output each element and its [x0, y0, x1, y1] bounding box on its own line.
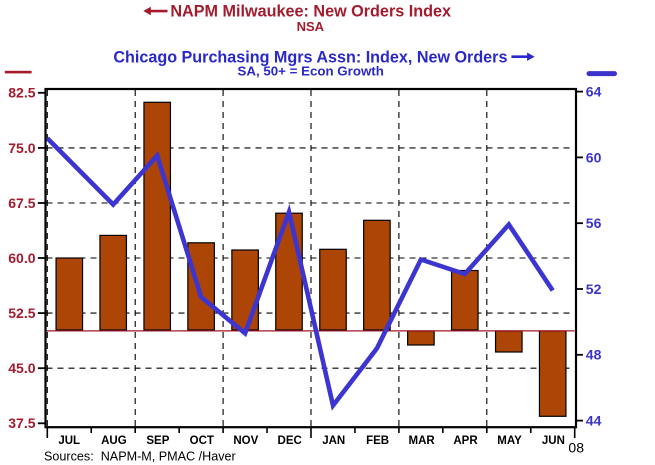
svg-text:37.5: 37.5 [8, 415, 35, 431]
svg-text:JAN: JAN [322, 435, 345, 447]
svg-text:FEB: FEB [366, 435, 389, 447]
svg-text:60.0: 60.0 [8, 250, 35, 266]
svg-text:67.5: 67.5 [8, 195, 35, 211]
svg-text:52.5: 52.5 [8, 305, 35, 321]
svg-text:AUG: AUG [101, 435, 127, 447]
svg-text:82.5: 82.5 [8, 85, 35, 101]
svg-text:NOV: NOV [233, 435, 258, 447]
svg-text:MAY: MAY [497, 435, 522, 447]
svg-text:64: 64 [586, 84, 602, 100]
svg-text:48: 48 [586, 347, 602, 363]
svg-text:52: 52 [586, 281, 602, 297]
svg-text:SA, 50+ = Econ Growth: SA, 50+ = Econ Growth [238, 63, 384, 78]
svg-text:75.0: 75.0 [8, 140, 35, 156]
svg-text:Chicago Purchasing Mgrs Assn:: Chicago Purchasing Mgrs Assn: Index, New… [113, 48, 507, 66]
svg-text:SEP: SEP [146, 435, 169, 447]
svg-text:DEC: DEC [278, 435, 302, 447]
svg-text:44: 44 [586, 413, 602, 429]
svg-text:45.0: 45.0 [8, 360, 35, 376]
svg-text:Sources: NAPM-M, PMAC /Haver: Sources: NAPM-M, PMAC /Haver [44, 449, 236, 463]
svg-text:NAPM Milwaukee: New Orders Ind: NAPM Milwaukee: New Orders Index [170, 2, 451, 20]
svg-text:APR: APR [453, 435, 478, 447]
svg-text:56: 56 [586, 215, 602, 231]
svg-text:JUL: JUL [58, 435, 80, 447]
svg-text:60: 60 [586, 149, 602, 165]
svg-text:NSA: NSA [297, 19, 325, 34]
svg-text:OCT: OCT [190, 435, 214, 447]
svg-text:JUN: JUN [542, 435, 565, 447]
svg-text:MAR: MAR [408, 435, 435, 447]
svg-text:08: 08 [568, 440, 584, 456]
